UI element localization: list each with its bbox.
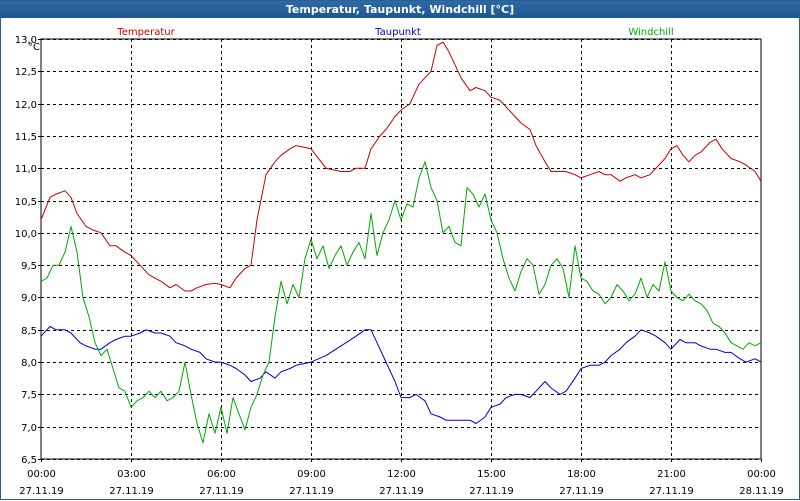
y-tick-label: 13,0 bbox=[15, 35, 37, 46]
x-tick-date-label: 27.11.19 bbox=[109, 486, 154, 497]
y-tick-label: 11,0 bbox=[15, 164, 37, 175]
series-line-windchill bbox=[40, 161, 762, 444]
y-tick-label: 6,5 bbox=[21, 455, 37, 466]
legend-item-temperatur: Temperatur bbox=[116, 27, 175, 38]
window-title: Temperatur, Taupunkt, Windchill [°C] bbox=[1, 1, 799, 18]
y-tick-label: 10,0 bbox=[15, 229, 37, 240]
x-tick-date-label: 27.11.19 bbox=[19, 486, 64, 497]
y-tick-label: 8,5 bbox=[21, 326, 37, 337]
x-tick-time-label: 00:00 bbox=[27, 469, 56, 480]
y-tick-label: 8,0 bbox=[21, 358, 37, 369]
x-tick-date-label: 27.11.19 bbox=[379, 486, 424, 497]
y-tick-label: 10,5 bbox=[15, 197, 37, 208]
y-tick-label: 7,0 bbox=[21, 423, 37, 434]
x-tick-time-label: 06:00 bbox=[207, 469, 236, 480]
x-tick-date-label: 27.11.19 bbox=[649, 486, 694, 497]
x-tick-date-label: 28.11.19 bbox=[739, 486, 784, 497]
x-tick-date-label: 27.11.19 bbox=[559, 486, 604, 497]
series-line-temperatur bbox=[40, 41, 762, 292]
x-tick-date-label: 27.11.19 bbox=[289, 486, 334, 497]
x-tick-date-label: 27.11.19 bbox=[199, 486, 244, 497]
x-tick-time-label: 21:00 bbox=[657, 469, 686, 480]
x-tick-time-label: 18:00 bbox=[567, 469, 596, 480]
x-tick-time-label: 00:00 bbox=[747, 469, 776, 480]
x-tick-time-label: 15:00 bbox=[477, 469, 506, 480]
y-tick-label: 12,0 bbox=[15, 100, 37, 111]
y-tick-label: 7,5 bbox=[21, 390, 37, 401]
y-tick-label: 11,5 bbox=[15, 132, 37, 143]
legend-item-taupunkt: Taupunkt bbox=[374, 27, 421, 38]
y-tick-label: 12,5 bbox=[15, 67, 37, 78]
x-tick-time-label: 03:00 bbox=[117, 469, 146, 480]
y-tick-label: 9,0 bbox=[21, 293, 37, 304]
x-tick-time-label: 12:00 bbox=[387, 469, 416, 480]
y-axis-label: °C bbox=[28, 42, 40, 53]
y-tick-label: 9,5 bbox=[21, 261, 37, 272]
x-tick-time-label: 09:00 bbox=[297, 469, 326, 480]
legend-item-windchill: Windchill bbox=[628, 27, 673, 38]
x-tick-date-label: 27.11.19 bbox=[469, 486, 514, 497]
series-line-taupunkt bbox=[40, 326, 762, 424]
